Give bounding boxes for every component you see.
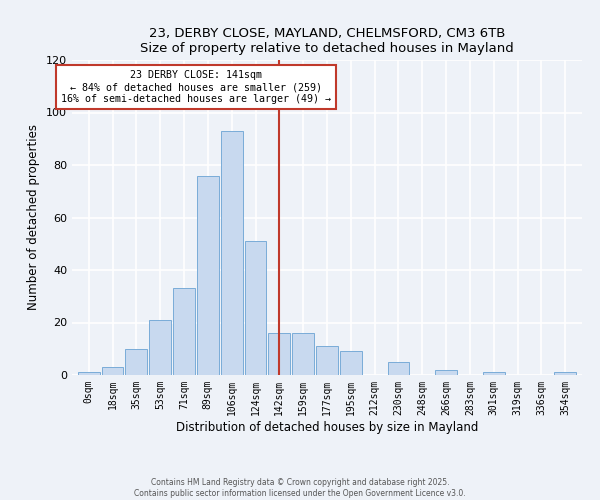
Bar xyxy=(125,349,148,375)
Bar xyxy=(388,362,409,375)
Text: Contains HM Land Registry data © Crown copyright and database right 2025.
Contai: Contains HM Land Registry data © Crown c… xyxy=(134,478,466,498)
Bar xyxy=(221,131,242,375)
Bar xyxy=(101,367,124,375)
Bar xyxy=(483,372,505,375)
Bar xyxy=(316,346,338,375)
Bar xyxy=(197,176,219,375)
Title: 23, DERBY CLOSE, MAYLAND, CHELMSFORD, CM3 6TB
Size of property relative to detac: 23, DERBY CLOSE, MAYLAND, CHELMSFORD, CM… xyxy=(140,26,514,54)
Bar xyxy=(173,288,195,375)
X-axis label: Distribution of detached houses by size in Mayland: Distribution of detached houses by size … xyxy=(176,420,478,434)
Bar xyxy=(435,370,457,375)
Text: 23 DERBY CLOSE: 141sqm
← 84% of detached houses are smaller (259)
16% of semi-de: 23 DERBY CLOSE: 141sqm ← 84% of detached… xyxy=(61,70,331,104)
Bar xyxy=(78,372,100,375)
Bar xyxy=(292,333,314,375)
Bar xyxy=(268,333,290,375)
Bar xyxy=(149,320,171,375)
Y-axis label: Number of detached properties: Number of detached properties xyxy=(28,124,40,310)
Bar xyxy=(554,372,576,375)
Bar xyxy=(245,241,266,375)
Bar xyxy=(340,352,362,375)
